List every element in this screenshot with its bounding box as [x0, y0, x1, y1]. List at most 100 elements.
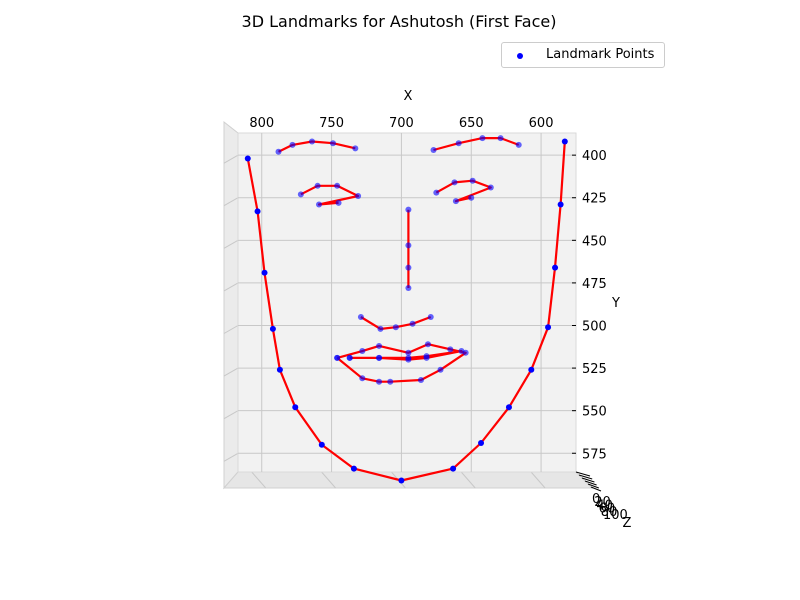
right-eyebrow-point	[289, 141, 296, 148]
z-tick-label: 40	[596, 498, 613, 513]
outer-lip-point	[417, 377, 424, 384]
right-eye-point	[355, 193, 362, 200]
floor-grid-line	[251, 471, 267, 489]
side-grid-line	[223, 410, 239, 420]
z-tick-label: 80	[601, 505, 618, 520]
x-tick-label: 600	[529, 116, 554, 131]
nose-bridge-point	[405, 264, 412, 271]
left-eye-point	[451, 179, 458, 186]
side-grid-line	[223, 325, 239, 334]
right-eye-point	[297, 191, 304, 198]
left-eyebrow-point	[430, 147, 437, 154]
z-axis-label: Z	[623, 516, 632, 531]
jaw-point	[478, 440, 485, 447]
left-eye-point	[468, 194, 475, 201]
outer-lip-point	[405, 349, 412, 356]
x-axis-ticks: 800 750 700 650 600	[249, 116, 553, 131]
z-tick-label: 20	[594, 495, 611, 510]
inner-lip-point	[423, 353, 430, 360]
jaw-point	[350, 465, 357, 472]
z-tick-mark	[581, 477, 595, 483]
jaw-point	[398, 477, 405, 484]
outer-lip-point	[359, 375, 366, 382]
jaw-point	[552, 264, 559, 271]
landmark-points	[244, 135, 568, 484]
side-grid-line	[223, 239, 239, 249]
z-tick-mark	[578, 474, 593, 480]
right-eye-point	[316, 201, 323, 208]
nose-bridge-point	[405, 285, 412, 292]
jaw-point	[244, 155, 251, 162]
right-eyebrow-point	[352, 145, 359, 152]
outer-lip-point	[376, 342, 383, 349]
side-grid-line	[223, 197, 239, 207]
outer-lip-point	[424, 341, 431, 348]
z-tick-label: 100	[603, 508, 628, 523]
floor-grid-line	[321, 471, 336, 489]
y-axis-label: Y	[611, 296, 620, 311]
right-eyebrow-point	[329, 140, 336, 147]
back-left-pane	[223, 120, 239, 490]
right-eye-edge	[300, 184, 360, 206]
z-tick-mark	[587, 483, 599, 489]
jaw-point	[292, 404, 299, 411]
y-tick-label: 500	[582, 319, 607, 334]
left-eyebrow-point	[455, 140, 462, 147]
jaw-point	[276, 366, 283, 373]
z-tick-label: 0	[592, 492, 600, 507]
outer-lip-point	[387, 378, 394, 385]
y-tick-label: 525	[582, 362, 607, 377]
jaw-point	[254, 208, 261, 215]
y-tick-label: 400	[582, 149, 607, 164]
outer-lip-point	[359, 348, 366, 355]
x-axis-label: X	[404, 89, 413, 104]
back-pane	[237, 132, 577, 473]
inner-lip-point	[458, 348, 465, 355]
grid-lines	[238, 133, 576, 472]
x-tick-label: 800	[249, 116, 274, 131]
x-tick-label: 650	[459, 116, 484, 131]
outer-lip-point	[447, 346, 454, 353]
jaw-point	[505, 404, 512, 411]
right-eyebrow-point	[275, 148, 282, 155]
left-eye-point	[433, 189, 440, 196]
left-eye-point	[487, 184, 494, 191]
side-grid-line	[223, 282, 239, 292]
left-eye-point	[452, 198, 459, 205]
legend-marker	[517, 53, 523, 59]
jaw-point	[318, 441, 325, 448]
floor-grid-line	[460, 471, 476, 489]
left-eyebrow-point	[497, 135, 504, 142]
jaw-point	[528, 366, 535, 373]
chart-title: 3D Landmarks for Ashutosh (First Face)	[242, 12, 557, 31]
legend-label: Landmark Points	[546, 47, 655, 62]
outer-lip-point	[437, 366, 444, 373]
jaw-point	[545, 324, 552, 331]
nose-bottom-point	[392, 324, 399, 331]
y-tick-label: 425	[582, 192, 607, 207]
x-tick-label: 700	[389, 116, 414, 131]
inner-lip-point	[376, 354, 383, 361]
y-tick-label: 550	[582, 405, 607, 420]
left-eyebrow-point	[479, 135, 486, 142]
legend: Landmark Points	[501, 42, 665, 68]
nose-bridge-point	[405, 242, 412, 249]
right-eye-point	[335, 199, 342, 206]
nose-bridge-point	[405, 206, 412, 213]
right-eye-point	[334, 182, 341, 189]
y-tick-label: 450	[582, 234, 607, 249]
z-tick-label: 60	[599, 502, 616, 517]
y-tick-label: 575	[582, 447, 607, 462]
y-tick-label: 475	[582, 277, 607, 292]
nose-bottom-point	[427, 313, 434, 320]
jaw-point	[561, 138, 568, 145]
z-tick-mark	[584, 480, 597, 486]
right-eyebrow-point	[309, 138, 316, 145]
z-tick-mark	[590, 486, 602, 492]
nose-bottom-point	[409, 320, 416, 327]
jaw-point	[557, 201, 564, 208]
side-grid-line	[223, 367, 239, 377]
z-tick-mark	[575, 471, 591, 477]
left-eyebrow-point	[515, 141, 522, 148]
